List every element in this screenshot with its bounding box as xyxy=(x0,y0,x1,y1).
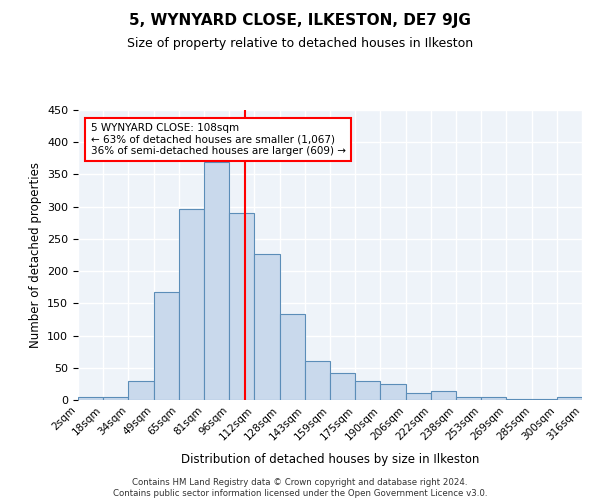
Bar xyxy=(406,393,431,400)
Bar xyxy=(204,162,229,400)
Bar xyxy=(431,391,456,400)
Bar xyxy=(128,380,154,400)
Text: 5, WYNYARD CLOSE, ILKESTON, DE7 9JG: 5, WYNYARD CLOSE, ILKESTON, DE7 9JG xyxy=(129,12,471,28)
Bar xyxy=(456,397,481,400)
Text: Size of property relative to detached houses in Ilkeston: Size of property relative to detached ho… xyxy=(127,38,473,51)
Bar xyxy=(532,398,557,400)
Bar xyxy=(280,314,305,400)
Bar xyxy=(557,398,582,400)
Bar xyxy=(103,398,128,400)
X-axis label: Distribution of detached houses by size in Ilkeston: Distribution of detached houses by size … xyxy=(181,453,479,466)
Bar xyxy=(305,362,330,400)
Y-axis label: Number of detached properties: Number of detached properties xyxy=(29,162,41,348)
Bar xyxy=(78,398,103,400)
Text: Contains HM Land Registry data © Crown copyright and database right 2024.
Contai: Contains HM Land Registry data © Crown c… xyxy=(113,478,487,498)
Bar xyxy=(254,254,280,400)
Bar xyxy=(330,373,355,400)
Bar xyxy=(154,292,179,400)
Bar xyxy=(506,398,532,400)
Bar xyxy=(229,213,254,400)
Bar xyxy=(481,398,506,400)
Text: 5 WYNYARD CLOSE: 108sqm
← 63% of detached houses are smaller (1,067)
36% of semi: 5 WYNYARD CLOSE: 108sqm ← 63% of detache… xyxy=(91,123,346,156)
Bar xyxy=(380,384,406,400)
Bar xyxy=(179,209,204,400)
Bar xyxy=(355,380,380,400)
